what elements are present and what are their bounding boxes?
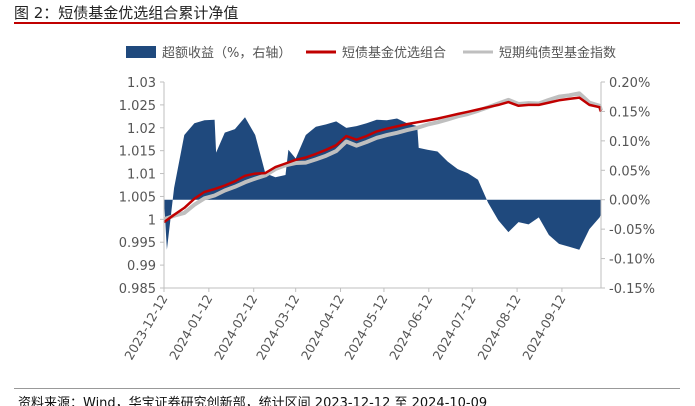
x-tick-label: 2024-05-12 (341, 292, 390, 362)
portfolio-line (163, 96, 603, 224)
right-tick-label: -0.15% (609, 282, 655, 297)
right-tick-label: 0.10% (609, 135, 650, 150)
x-tick-label: 2024-09-12 (519, 292, 568, 362)
excess-return-area (164, 117, 601, 250)
x-tick-label: 2024-01-12 (166, 292, 215, 362)
right-tick-label: 0.05% (609, 164, 650, 179)
right-tick-label: -0.05% (609, 223, 655, 238)
x-tick-label: 2024-03-12 (253, 292, 302, 362)
left-tick-label: 1.015 (119, 145, 156, 160)
x-tick-label: 2024-04-12 (298, 292, 347, 362)
x-tick-label: 2024-08-12 (474, 292, 523, 362)
x-tick-label: 2023-12-12 (121, 292, 170, 362)
x-tick-label: 2024-07-12 (429, 292, 478, 362)
left-tick-label: 1.01 (127, 168, 156, 183)
figure-title: 图 2：短债基金优选组合累计净值 (14, 4, 239, 22)
right-tick-label: 0.15% (609, 105, 650, 120)
left-tick-label: 1.005 (119, 190, 156, 205)
right-tick-label: 0.00% (609, 194, 650, 209)
left-tick-label: 1.03 (127, 76, 156, 91)
legend-swatch-excess (126, 46, 156, 58)
right-tick-label: -0.10% (609, 253, 655, 268)
left-tick-label: 0.985 (119, 282, 156, 297)
left-tick-label: 1 (148, 213, 156, 228)
legend-label-portfolio: 短债基金优选组合 (342, 45, 446, 61)
source-note: 资料来源：Wind，华宝证券研究创新部，统计区间 2023-12-12 至 20… (18, 396, 488, 406)
left-tick-label: 1.02 (127, 122, 156, 137)
source-divider (14, 388, 680, 389)
x-tick-label: 2024-06-12 (386, 292, 435, 362)
left-tick-label: 0.99 (127, 259, 156, 274)
legend-label-index: 短期纯债型基金指数 (499, 45, 616, 61)
x-tick-label: 2024-02-12 (211, 292, 260, 362)
right-tick-label: 0.20% (609, 76, 650, 91)
title-divider (14, 22, 680, 24)
chart: 0.985 0.99 0.995 1 1.005 1.01 1.015 1.02 1.025 1.… (119, 45, 655, 362)
left-tick-label: 0.995 (119, 236, 156, 251)
legend-label-excess: 超额收益（%，右轴） (162, 46, 291, 61)
left-tick-label: 1.025 (119, 99, 156, 114)
index-line (163, 91, 603, 222)
